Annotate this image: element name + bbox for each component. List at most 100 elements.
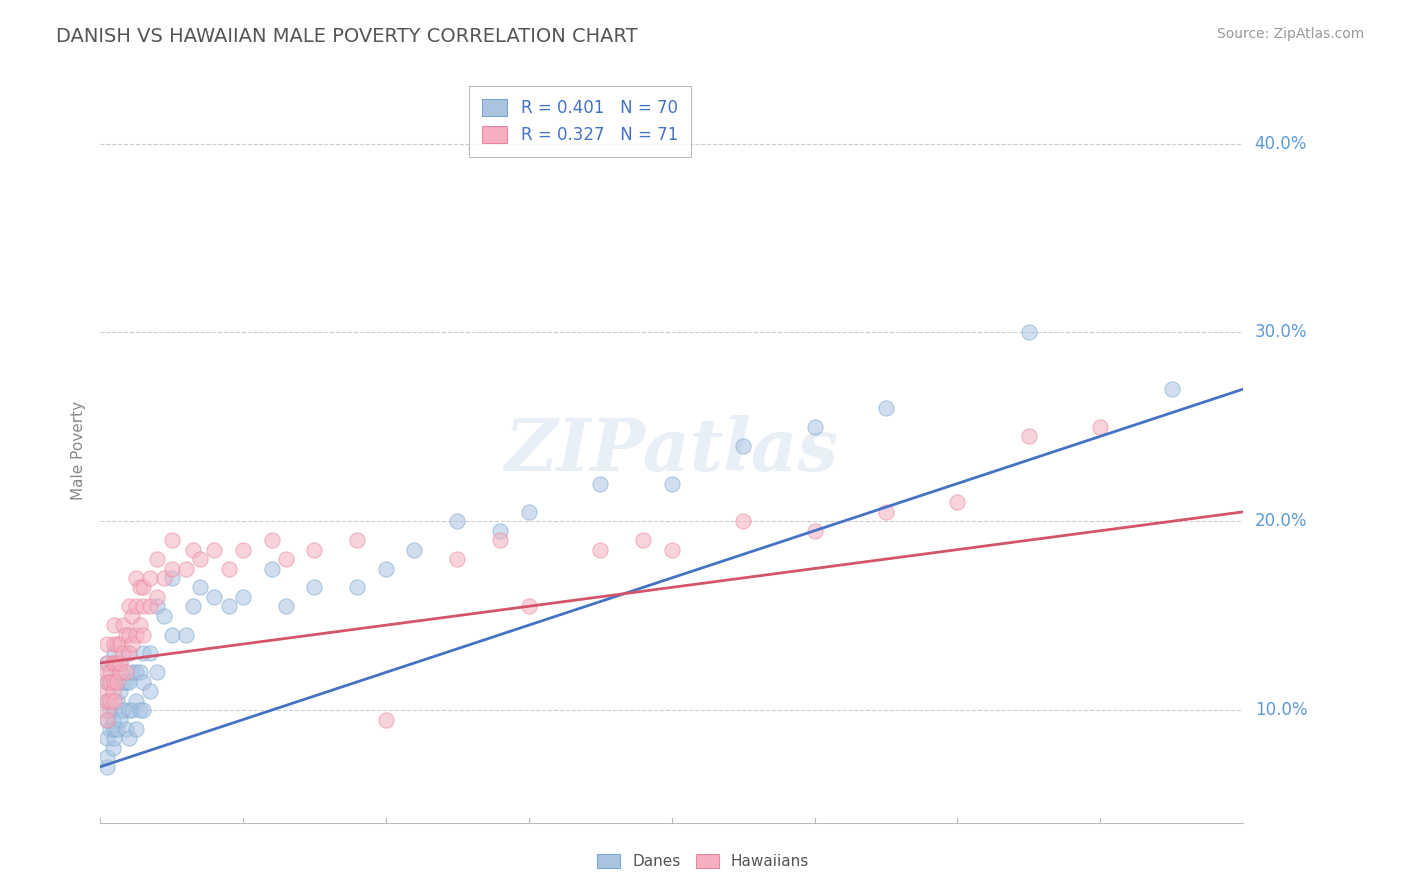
Point (661, 476, 683, 491)
Point (139, 571, 162, 585)
Point (875, 401, 897, 415)
Point (1160, 382, 1182, 396)
Point (118, 731, 141, 746)
Point (132, 581, 155, 595)
Point (129, 665, 152, 680)
Point (98, 703, 121, 717)
Point (105, 694, 128, 708)
Point (153, 571, 176, 585)
Point (96, 750, 118, 764)
Point (98, 665, 121, 680)
Point (160, 533, 183, 548)
Point (96, 731, 118, 746)
Point (803, 524, 825, 538)
Point (631, 533, 654, 548)
Point (218, 561, 240, 575)
Point (517, 599, 540, 614)
Point (111, 618, 134, 632)
Point (103, 674, 125, 689)
Point (146, 665, 169, 680)
Text: DANISH VS HAWAIIAN MALE POVERTY CORRELATION CHART: DANISH VS HAWAIIAN MALE POVERTY CORRELAT… (56, 27, 638, 45)
Point (153, 608, 176, 623)
Point (125, 694, 148, 708)
Point (108, 713, 131, 727)
Point (98, 722, 121, 736)
Point (803, 420, 825, 434)
Point (188, 581, 211, 595)
Text: 20.0%: 20.0% (1254, 512, 1308, 530)
Point (115, 722, 138, 736)
Point (105, 665, 128, 680)
Point (589, 542, 612, 557)
Point (129, 703, 152, 717)
Point (374, 561, 396, 575)
Point (446, 514, 468, 528)
Point (103, 731, 125, 746)
Point (96, 760, 118, 774)
Point (132, 703, 155, 717)
Point (96, 703, 118, 717)
Point (139, 684, 162, 698)
Point (96, 656, 118, 670)
Point (103, 618, 125, 632)
Point (111, 647, 134, 661)
Text: 40.0%: 40.0% (1254, 135, 1308, 153)
Point (115, 627, 138, 641)
Point (446, 552, 468, 566)
Point (125, 627, 148, 641)
Point (274, 599, 297, 614)
Point (98, 694, 121, 708)
Point (98, 674, 121, 689)
Point (96, 684, 118, 698)
Point (125, 599, 148, 614)
Point (204, 590, 226, 604)
Text: Source: ZipAtlas.com: Source: ZipAtlas.com (1216, 27, 1364, 41)
Point (160, 561, 183, 575)
Point (121, 637, 143, 651)
Point (188, 552, 211, 566)
Point (218, 599, 240, 614)
Point (96, 674, 118, 689)
Point (489, 524, 512, 538)
Point (733, 514, 755, 528)
Point (232, 542, 254, 557)
Point (517, 505, 540, 519)
Point (139, 647, 162, 661)
Point (115, 665, 138, 680)
Point (260, 533, 283, 548)
Point (101, 656, 124, 670)
Point (118, 674, 141, 689)
Point (103, 656, 125, 670)
Point (115, 674, 138, 689)
Point (139, 599, 162, 614)
Point (146, 552, 169, 566)
Point (346, 533, 368, 548)
Point (118, 627, 141, 641)
Point (121, 665, 143, 680)
Point (118, 599, 141, 614)
Point (132, 647, 155, 661)
Point (103, 674, 125, 689)
Point (96, 637, 118, 651)
Point (108, 637, 131, 651)
Point (96, 694, 118, 708)
Point (103, 703, 125, 717)
Point (103, 722, 125, 736)
Point (146, 590, 169, 604)
Point (181, 599, 204, 614)
Point (121, 703, 143, 717)
Point (96, 665, 118, 680)
Point (96, 674, 118, 689)
Point (108, 656, 131, 670)
Point (304, 542, 326, 557)
Point (111, 674, 134, 689)
Point (204, 542, 226, 557)
Point (125, 571, 148, 585)
Point (96, 694, 118, 708)
Point (105, 637, 128, 651)
Point (1018, 326, 1040, 340)
Point (589, 476, 612, 491)
Legend: Danes, Hawaiians: Danes, Hawaiians (591, 848, 815, 875)
Point (132, 599, 155, 614)
Y-axis label: Male Poverty: Male Poverty (72, 401, 86, 500)
